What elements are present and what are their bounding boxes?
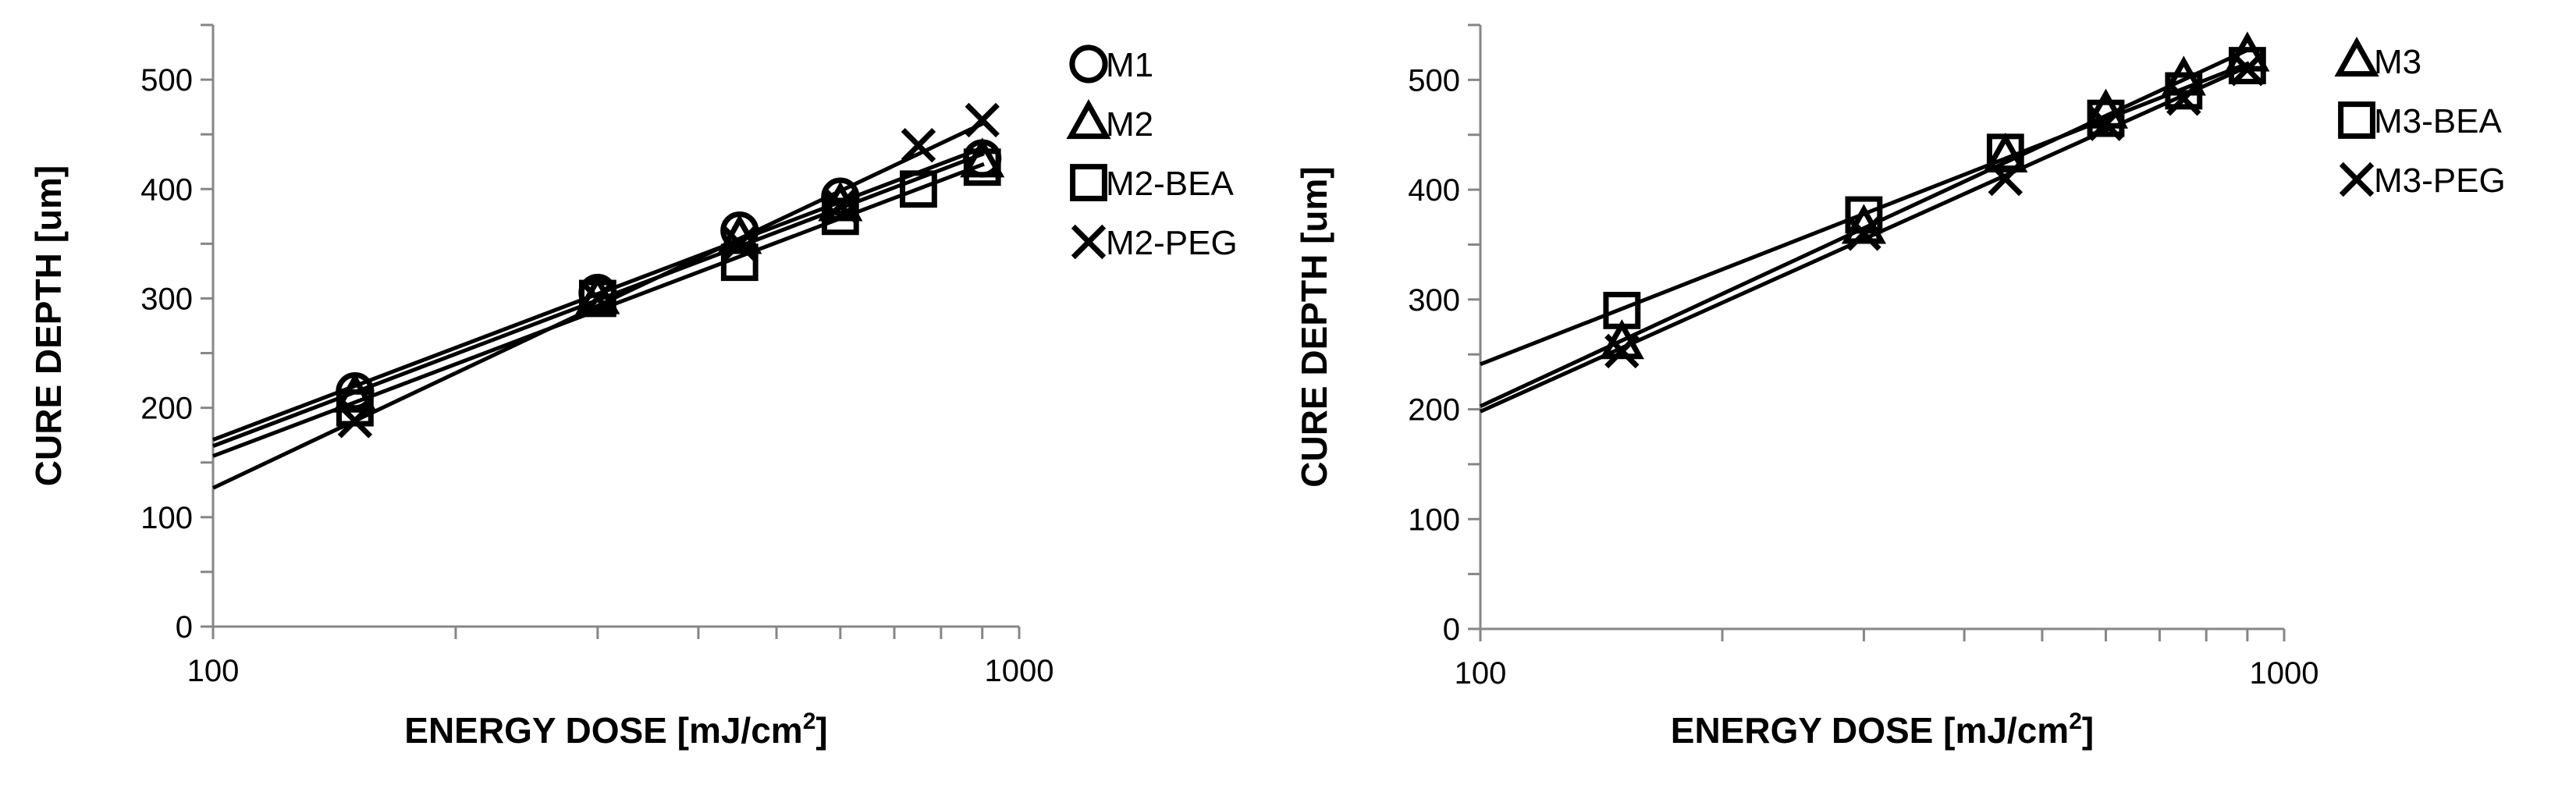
point-m3-peg — [1604, 333, 1640, 369]
y-tick-label: 200 — [1408, 393, 1460, 428]
legend-label: M3-PEG — [2374, 162, 2506, 200]
point-m2-peg — [965, 102, 1000, 138]
trendline-m3-bea — [1480, 61, 2251, 367]
x-axis-title-superscript: 2 — [2069, 709, 2082, 734]
y-axis-title: CURE DEPTH [um] — [1294, 166, 1334, 487]
legend-label: M2-BEA — [1106, 165, 1234, 203]
point-m3-bea — [2228, 47, 2266, 84]
y-tick-label: 500 — [1408, 63, 1460, 98]
point-m3-bea — [1603, 291, 1641, 329]
trendline-m1 — [212, 145, 985, 442]
point-m3-bea — [2087, 99, 2125, 137]
legend-label: M2-PEG — [1106, 224, 1238, 262]
point-m3-peg — [2166, 81, 2201, 116]
legend-marker-m1 — [1069, 44, 1108, 83]
point-m2-bea — [900, 170, 937, 208]
point-m3-bea — [2165, 72, 2203, 110]
legend-marker-m2-peg — [1071, 224, 1107, 260]
y-tick-label: 0 — [176, 610, 193, 645]
point-m3-peg — [1988, 161, 2023, 197]
x-axis-title-main: ENERGY DOSE [mJ/cm — [1671, 710, 2069, 751]
x-axis-title-suffix: ] — [2082, 710, 2094, 751]
legend-marker-m2-bea — [1070, 164, 1107, 201]
point-m2-peg — [580, 281, 616, 316]
y-tick-label: 200 — [140, 392, 193, 426]
point-m2-bea — [963, 148, 1001, 186]
x-axis-title-superscript: 2 — [803, 709, 816, 734]
trendline-m3 — [1479, 47, 2251, 408]
point-m2 — [960, 137, 1005, 178]
x-tick-label: 100 — [187, 654, 240, 688]
point-m3-bea — [1986, 133, 2024, 172]
y-tick-label: 500 — [140, 63, 193, 98]
trendline-m2-peg — [211, 121, 986, 490]
legend-label: M2 — [1106, 105, 1153, 144]
x-axis-title-main: ENERGY DOSE [mJ/cm — [404, 710, 802, 751]
point-m2-bea — [821, 197, 859, 236]
y-tick-label: 400 — [1408, 173, 1460, 208]
point-m3-peg — [1846, 216, 1881, 251]
point-m2-peg — [823, 188, 858, 223]
x-tick-label: 100 — [1455, 656, 1507, 691]
legend-marker-m2 — [1066, 99, 1111, 140]
chart-left: 0 100 200 300 400 500 100 1000 ENERGY DOSE [mJ/c… — [28, 23, 1238, 751]
trendline-m2-bea — [212, 162, 985, 458]
y-tick-label: 100 — [1408, 503, 1460, 537]
y-tick-label: 100 — [140, 501, 193, 535]
point-m2-peg — [722, 226, 757, 261]
y-tick-label: 300 — [140, 282, 193, 316]
legend-label: M1 — [1106, 46, 1153, 84]
x-tick-label: 1000 — [985, 654, 1054, 688]
y-tick-label: 400 — [140, 172, 193, 207]
point-m3-peg — [2088, 106, 2123, 141]
legend-label: M3 — [2374, 43, 2421, 81]
point-m2-peg — [901, 128, 936, 163]
point-m3-peg — [2230, 51, 2265, 87]
legend-marker-m3-peg — [2339, 162, 2375, 197]
x-axis-title: ENERGY DOSE [mJ/cm2] — [1671, 709, 2094, 751]
point-m2-peg — [337, 403, 373, 439]
legend-marker-m3-bea — [2338, 101, 2375, 139]
chart-right: 0 100 200 300 400 500 100 1000 ENERGY DOSE [mJ/c… — [1294, 23, 2506, 751]
legend-marker-m3 — [2334, 37, 2379, 77]
x-axis-title-suffix: ] — [815, 710, 827, 751]
y-axis-title: CURE DEPTH [um] — [28, 165, 69, 486]
trendline-m3-peg — [1479, 64, 2251, 414]
x-axis-title: ENERGY DOSE [mJ/cm2] — [404, 709, 827, 751]
y-tick-label: 300 — [1408, 283, 1460, 318]
y-tick-label: 0 — [1443, 613, 1460, 647]
x-tick-label: 1000 — [2250, 656, 2319, 691]
legend-label: M3-BEA — [2374, 102, 2502, 140]
